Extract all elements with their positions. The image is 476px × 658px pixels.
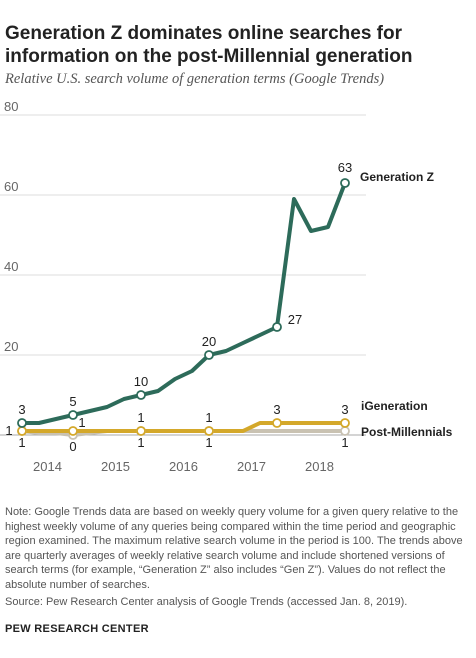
data-point-igeneration (272, 418, 282, 428)
data-label-generation-z: 3 (18, 402, 25, 417)
data-point-generation-z (272, 322, 282, 332)
data-label-generation-z: 27 (288, 312, 302, 327)
data-label-igeneration: 1 (78, 415, 85, 430)
data-label-generation-z: 5 (69, 394, 76, 409)
data-point-generation-z (204, 350, 214, 360)
data-label-igeneration: 1 (137, 410, 144, 425)
series-name-generation-z: Generation Z (360, 170, 434, 184)
data-point-generation-z (17, 418, 27, 428)
grid (0, 114, 366, 436)
y-tick-label: 40 (4, 259, 18, 274)
data-label-generation-z: 63 (338, 160, 352, 175)
x-axis: 2014 2015 2016 2017 2018 (33, 459, 334, 474)
y-tick-label: 20 (4, 339, 18, 354)
data-point-igeneration (17, 426, 27, 436)
data-point-generation-z (340, 178, 350, 188)
data-point-igeneration (136, 426, 146, 436)
organization-name: PEW RESEARCH CENTER (5, 623, 149, 635)
series-line-generation-z (20, 181, 347, 425)
data-points (17, 178, 350, 440)
data-label-post-millennials: 1 (341, 435, 348, 450)
chart-note: Note: Google Trends data are based on we… (5, 506, 463, 591)
x-tick-label: 2016 (169, 459, 198, 474)
data-label-generation-z: 20 (202, 334, 216, 349)
data-label-post-millennials: 1 (18, 435, 25, 450)
x-tick-label: 2017 (237, 459, 266, 474)
data-label-post-millennials: 1 (137, 435, 144, 450)
y-axis: 20 40 60 80 (4, 100, 18, 354)
x-tick-label: 2015 (101, 459, 130, 474)
data-point-generation-z (136, 390, 146, 400)
chart-source: Source: Pew Research Center analysis of … (5, 596, 408, 608)
data-label-igeneration: 3 (341, 402, 348, 417)
series-names: Post-Millennials iGeneration Generation Z (360, 170, 453, 439)
series-name-igeneration: iGeneration (361, 399, 428, 413)
data-label-post-millennials: 0 (69, 439, 76, 454)
data-label-post-millennials: 1 (205, 435, 212, 450)
data-point-generation-z (68, 410, 78, 420)
data-label-generation-z: 10 (134, 374, 148, 389)
x-tick-label: 2014 (33, 459, 62, 474)
chart-subtitle: Relative U.S. search volume of generatio… (5, 71, 385, 87)
data-point-igeneration (340, 418, 350, 428)
data-label-igeneration: 1 (205, 410, 212, 425)
data-label-igeneration: 1 (5, 423, 12, 438)
data-point-post-millennials (340, 426, 350, 436)
x-tick-label: 2018 (305, 459, 334, 474)
y-tick-label: 80 (4, 100, 18, 114)
data-point-igeneration (204, 426, 214, 436)
data-point-igeneration (68, 426, 78, 436)
chart-title: Generation Z dominates online searches f… (5, 23, 413, 67)
data-label-igeneration: 3 (273, 402, 280, 417)
y-tick-label: 60 (4, 179, 18, 194)
series-name-post-millennials: Post-Millennials (361, 425, 453, 439)
